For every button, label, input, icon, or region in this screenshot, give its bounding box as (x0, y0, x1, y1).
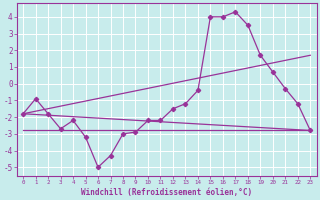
X-axis label: Windchill (Refroidissement éolien,°C): Windchill (Refroidissement éolien,°C) (81, 188, 252, 197)
